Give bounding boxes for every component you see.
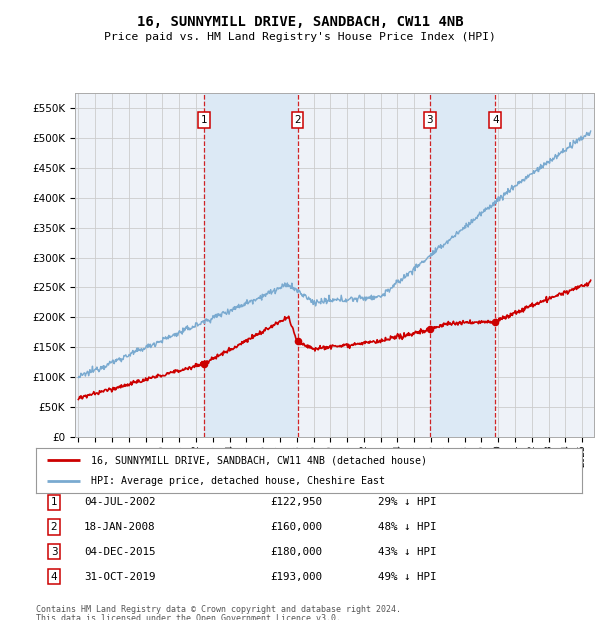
Text: Contains HM Land Registry data © Crown copyright and database right 2024.: Contains HM Land Registry data © Crown c… (36, 604, 401, 614)
Text: 16, SUNNYMILL DRIVE, SANDBACH, CW11 4NB (detached house): 16, SUNNYMILL DRIVE, SANDBACH, CW11 4NB … (91, 455, 427, 466)
Text: HPI: Average price, detached house, Cheshire East: HPI: Average price, detached house, Ches… (91, 476, 385, 486)
Text: 2: 2 (294, 115, 301, 125)
Text: £180,000: £180,000 (270, 547, 322, 557)
Text: 16, SUNNYMILL DRIVE, SANDBACH, CW11 4NB: 16, SUNNYMILL DRIVE, SANDBACH, CW11 4NB (137, 16, 463, 30)
Text: £193,000: £193,000 (270, 572, 322, 582)
Text: 1: 1 (201, 115, 208, 125)
Text: 29% ↓ HPI: 29% ↓ HPI (378, 497, 437, 507)
Text: 43% ↓ HPI: 43% ↓ HPI (378, 547, 437, 557)
Text: 49% ↓ HPI: 49% ↓ HPI (378, 572, 437, 582)
Bar (205, 93, 298, 437)
Text: 18-JAN-2008: 18-JAN-2008 (84, 522, 155, 532)
Text: £160,000: £160,000 (270, 522, 322, 532)
Text: 4: 4 (492, 115, 499, 125)
Text: 1: 1 (50, 497, 58, 507)
Text: 48% ↓ HPI: 48% ↓ HPI (378, 522, 437, 532)
Text: 3: 3 (50, 547, 58, 557)
Bar (430, 93, 496, 437)
Text: This data is licensed under the Open Government Licence v3.0.: This data is licensed under the Open Gov… (36, 614, 341, 620)
Text: 3: 3 (427, 115, 433, 125)
Text: 04-JUL-2002: 04-JUL-2002 (84, 497, 155, 507)
Text: £122,950: £122,950 (270, 497, 322, 507)
Text: 2: 2 (50, 522, 58, 532)
Text: 4: 4 (50, 572, 58, 582)
Text: Price paid vs. HM Land Registry's House Price Index (HPI): Price paid vs. HM Land Registry's House … (104, 32, 496, 42)
Text: 31-OCT-2019: 31-OCT-2019 (84, 572, 155, 582)
Text: 04-DEC-2015: 04-DEC-2015 (84, 547, 155, 557)
